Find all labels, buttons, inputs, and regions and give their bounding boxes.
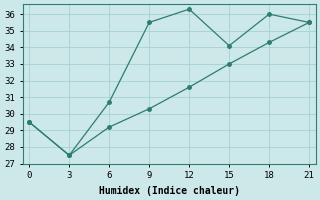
X-axis label: Humidex (Indice chaleur): Humidex (Indice chaleur) bbox=[99, 186, 240, 196]
